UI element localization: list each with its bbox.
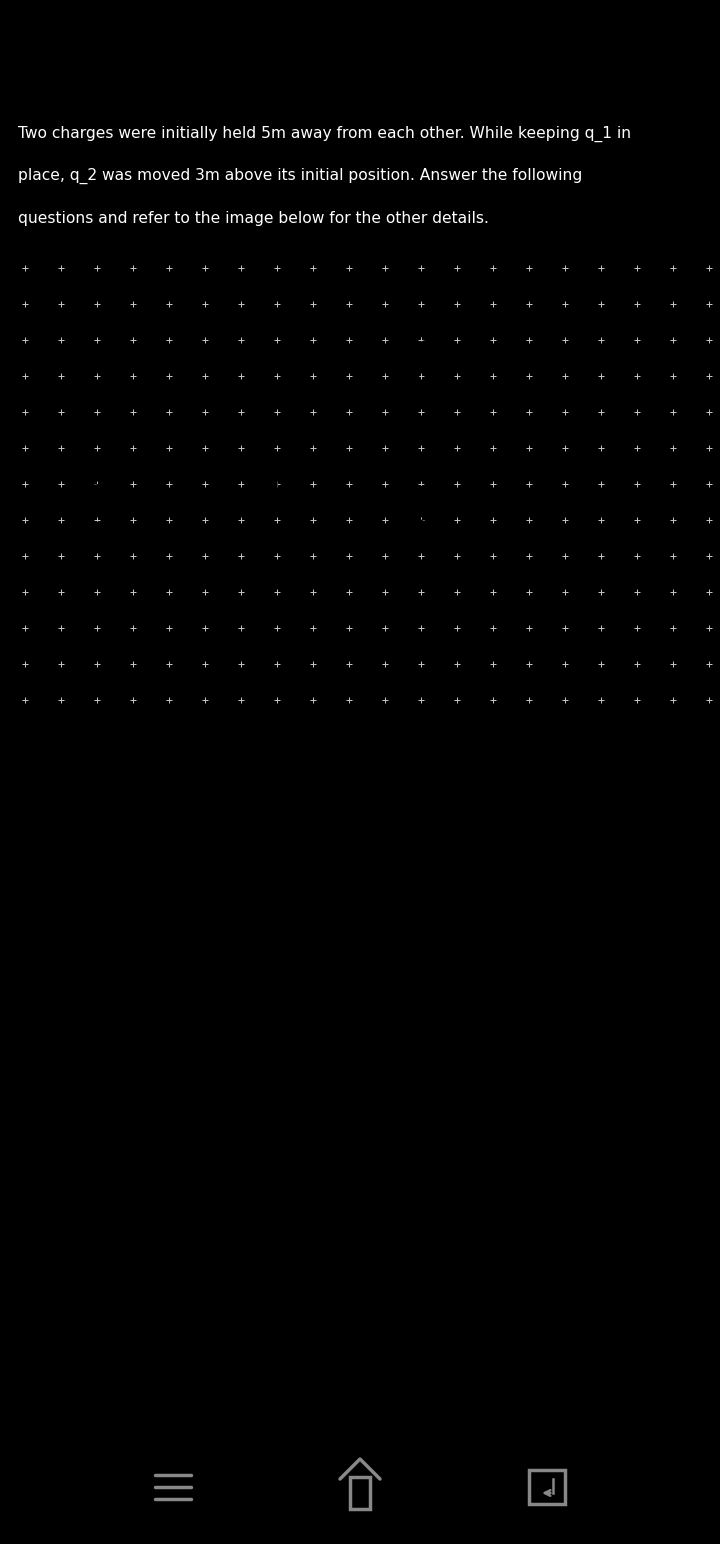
Text: −: − bbox=[420, 493, 441, 517]
Text: 1.96 m/s: 1.96 m/s bbox=[58, 1167, 128, 1183]
Text: its new position? Its mass is 2x10^-9 kg. *: its new position? Its mass is 2x10^-9 kg… bbox=[18, 1132, 343, 1147]
Bar bbox=[529, 1470, 565, 1504]
Text: If the charges were initially at rest, what would be the velocity of q_2 in: If the charges were initially at rest, w… bbox=[18, 1110, 567, 1126]
Text: questions and refer to the image below for the other details.: questions and refer to the image below f… bbox=[18, 212, 489, 225]
Text: place, q_2 was moved 3m above its initial position. Answer the following: place, q_2 was moved 3m above its initia… bbox=[18, 168, 582, 184]
Text: 12.5 m/s: 12.5 m/s bbox=[58, 1203, 128, 1218]
Text: q₁ = 5μC: q₁ = 5μC bbox=[80, 560, 202, 584]
Text: 3.84 m/s: 3.84 m/s bbox=[58, 1272, 128, 1288]
Text: +: + bbox=[89, 493, 110, 517]
Text: −: − bbox=[421, 350, 438, 371]
Bar bbox=[350, 1478, 370, 1508]
Text: 3m: 3m bbox=[441, 412, 482, 437]
Text: 3.32 m/s: 3.32 m/s bbox=[58, 1237, 127, 1252]
Text: Two charges were initially held 5m away from each other. While keeping q_1 in: Two charges were initially held 5m away … bbox=[18, 125, 631, 142]
Text: 5 m: 5 m bbox=[243, 472, 287, 493]
Text: q₂= 3μC: q₂= 3μC bbox=[410, 560, 523, 584]
